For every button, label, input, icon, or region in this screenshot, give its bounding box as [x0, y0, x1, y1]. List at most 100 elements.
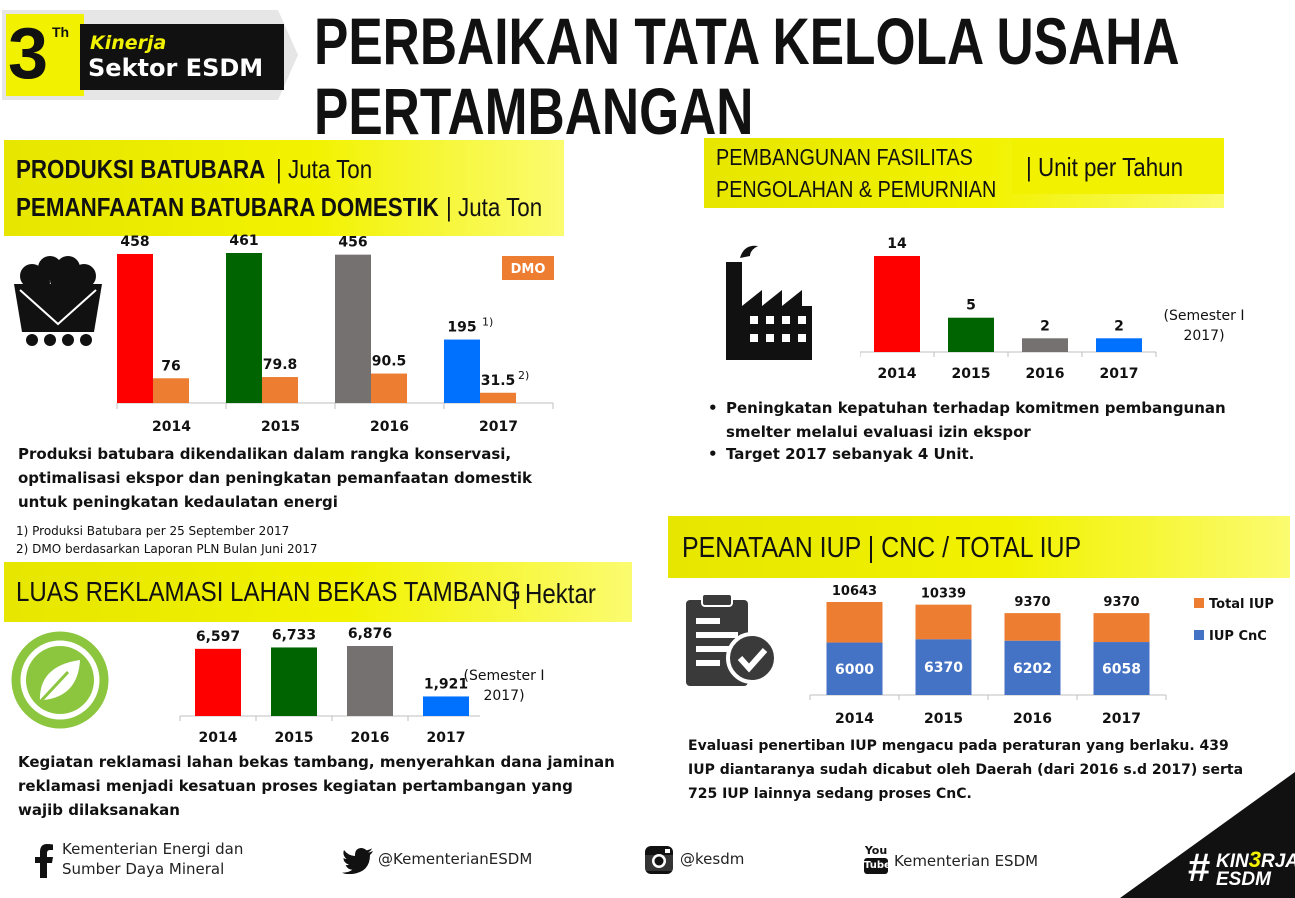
iup-legend-swatch — [1194, 598, 1204, 608]
footer-facebook[interactable]: Kementerian Energi dan Sumber Daya Miner… — [34, 840, 274, 882]
coal-unit1: | Juta Ton — [276, 154, 373, 184]
factory-icon — [726, 245, 812, 360]
iup-cnc-label: 6370 — [924, 660, 963, 676]
youtube-icon: You Tube — [864, 844, 891, 878]
reclamation-data-label: 6,733 — [272, 627, 316, 643]
reclamation-note-line1: (Semester I — [463, 668, 545, 684]
iup-bar-cnc-2016 — [1004, 640, 1061, 695]
coal-data-label: 195 — [447, 320, 476, 336]
coal-data-label: 458 — [120, 234, 149, 250]
twitter-handle: @KementerianESDM — [378, 850, 533, 868]
hashtag-symbol: # — [1188, 846, 1211, 890]
coal-legend-swatch — [502, 256, 554, 280]
hashtag-bottom: ESDM — [1216, 869, 1271, 890]
instagram-handle: @kesdm — [680, 850, 745, 868]
twitter-icon — [342, 848, 373, 874]
hashtag-top-b: 3 — [1248, 847, 1261, 872]
iup-cnc-label: 6058 — [1102, 662, 1141, 678]
hashtag-top-a: KIN — [1216, 851, 1249, 872]
coal-description: Produksi batubara dikendalikan dalam ran… — [18, 445, 533, 511]
facebook-icon — [35, 844, 53, 878]
coal-label-note: 2) — [518, 369, 529, 382]
smelter-bar-2015 — [948, 317, 994, 352]
smelter-tick-label: 2016 — [1026, 366, 1065, 382]
smelter-note-line2: 2017) — [1183, 328, 1225, 344]
reclamation-bar-2015 — [271, 647, 317, 716]
reclamation-bar-2017 — [423, 696, 469, 716]
reclamation-note: (Semester I 2017) — [462, 666, 546, 706]
leaf-icon — [11, 631, 109, 729]
coal-tick-label: 2015 — [261, 419, 300, 435]
iup-legend-swatch — [1194, 630, 1204, 640]
footer-youtube[interactable]: You Tube Kementerian ESDM — [864, 844, 1054, 880]
kinerja-badge: 3 Th Kinerja Sektor ESDM — [2, 10, 298, 100]
reclamation-data-label: 6,876 — [348, 626, 392, 642]
smelter-data-label: 2 — [1114, 318, 1124, 334]
reclamation-chart: 6,597 2014 6,733 2015 6,876 2016 1,921 2017 — [179, 626, 480, 746]
smelter-bar-2016 — [1022, 338, 1068, 352]
reclamation-data-label: 6,597 — [196, 629, 240, 645]
iup-legend-label: IUP CnC — [1209, 629, 1267, 644]
coal-data-label: 90.5 — [372, 354, 407, 370]
facebook-line2: Sumber Daya Mineral — [62, 860, 225, 878]
smelter-bullet-2: • Target 2017 sebanyak 4 Unit. — [708, 442, 1288, 466]
iup-tick-label: 2017 — [1102, 711, 1141, 727]
iup-bar-cnc-2015 — [915, 639, 972, 695]
coal-label-note: 1) — [482, 316, 493, 329]
badge-line1: Kinerja — [90, 32, 167, 54]
coal-bar-dmo-2014 — [153, 378, 189, 403]
iup-legend-label: Total IUP — [1209, 597, 1274, 612]
coal-bar-production-2016 — [335, 254, 371, 403]
iup-heading: PENATAAN IUP | CNC / TOTAL IUP — [682, 532, 1082, 564]
smelter-data-label: 5 — [966, 298, 976, 314]
reclamation-unit: | Hektar — [512, 578, 596, 609]
badge-line2: Sektor ESDM — [88, 54, 264, 82]
iup-bar-total-2016 — [1004, 613, 1061, 641]
smelter-data-label: 2 — [1040, 318, 1050, 334]
smelter-bullet-1-text: Peningkatan kepatuhan terhadap komitmen … — [726, 399, 1226, 441]
badge-number: 3 — [8, 14, 49, 94]
coal-tick-label: 2017 — [479, 419, 518, 435]
coal-cart-icon — [14, 256, 102, 346]
iup-tick-label: 2014 — [835, 711, 874, 727]
coal-heading1: PRODUKSI BATUBARA — [16, 154, 266, 184]
reclamation-bar-2014 — [195, 648, 241, 716]
coal-tick-label: 2014 — [152, 419, 191, 435]
smelter-tick-label: 2017 — [1100, 366, 1139, 382]
page-title-line2: PERTAMBANGAN — [314, 74, 754, 148]
iup-description: Evaluasi penertiban IUP mengacu pada per… — [688, 738, 1244, 802]
coal-tick-label: 2016 — [370, 419, 409, 435]
coal-bar-production-2015 — [226, 253, 262, 403]
smelter-chart: 14 2014 5 2015 2 2016 2 2017 — [860, 236, 1157, 382]
iup-tick-label: 2016 — [1013, 711, 1052, 727]
smelter-bullet-1: • Peningkatan kepatuhan terhadap komitme… — [708, 396, 1288, 444]
coal-bar-dmo-2017 — [480, 392, 516, 403]
badge-superscript: Th — [52, 24, 70, 40]
hashtag-top-c: RJA — [1260, 851, 1295, 872]
iup-cnc-label: 6202 — [1013, 661, 1052, 677]
youtube-logo-bottom: Tube — [864, 858, 891, 874]
smelter-heading-line1: PEMBANGUNAN FASILITAS — [716, 144, 973, 170]
facebook-line1: Kementerian Energi dan — [62, 840, 244, 858]
page-title: PERBAIKAN TATA KELOLA USAHA PERTAMBANGAN — [314, 6, 1180, 148]
youtube-channel: Kementerian ESDM — [894, 852, 1039, 870]
iup-bar-total-2017 — [1093, 613, 1150, 643]
coal-bar-production-2014 — [117, 253, 153, 403]
coal-bar-dmo-2016 — [371, 373, 407, 403]
reclamation-tick-label: 2017 — [427, 730, 466, 746]
reclamation-tick-label: 2016 — [351, 730, 390, 746]
reclamation-tick-label: 2015 — [275, 730, 314, 746]
instagram-icon — [645, 846, 673, 874]
iup-header-band — [668, 516, 1290, 578]
reclamation-heading: LUAS REKLAMASI LAHAN BEKAS TAMBANG — [16, 576, 521, 607]
coal-unit2: | Juta Ton — [446, 192, 543, 222]
coal-legend-label: DMO — [511, 262, 546, 277]
reclamation-data-label: 1,921 — [424, 676, 468, 692]
iup-total-label: 10339 — [921, 587, 966, 602]
smelter-unit: | Unit per Tahun — [1026, 152, 1184, 182]
coal-data-label: 456 — [338, 235, 367, 251]
footer-instagram[interactable]: @kesdm — [644, 844, 764, 878]
iup-bar-total-2015 — [915, 604, 972, 640]
footer-twitter[interactable]: @KementerianESDM — [342, 846, 542, 876]
reclamation-tick-label: 2014 — [199, 730, 238, 746]
